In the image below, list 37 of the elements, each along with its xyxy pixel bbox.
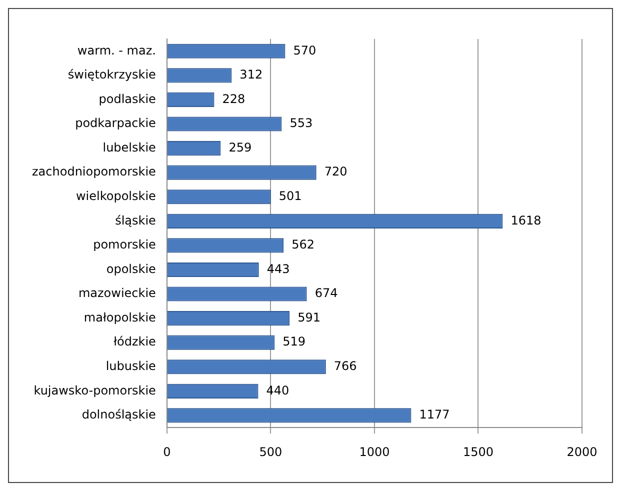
y-tick-label: małopolskie xyxy=(84,310,156,324)
data-label: 553 xyxy=(290,116,313,130)
x-tick-label: 2000 xyxy=(566,444,598,459)
y-tick-label: wielkopolskie xyxy=(76,188,156,203)
data-label: 1618 xyxy=(510,213,542,228)
y-tick-label: mazowieckie xyxy=(78,286,156,300)
x-tick-label: 1500 xyxy=(462,444,494,459)
y-tick-label: podkarpackie xyxy=(75,116,156,130)
y-tick-label: podlaskie xyxy=(98,92,156,106)
y-tick-label: opolskie xyxy=(106,262,156,276)
y-tick-label: śląskie xyxy=(115,213,156,228)
data-label: 562 xyxy=(292,238,314,252)
data-label: 312 xyxy=(240,68,263,82)
y-tick-label: łódzkie xyxy=(114,334,156,349)
data-label: 519 xyxy=(282,334,306,349)
y-tick-label: pomorskie xyxy=(93,238,156,252)
data-label: 591 xyxy=(298,310,320,324)
x-tick-label: 1000 xyxy=(359,444,390,459)
y-tick-label: dolnośląskie xyxy=(82,408,156,422)
data-label: 443 xyxy=(266,262,290,276)
data-label: 720 xyxy=(324,164,348,179)
y-tick-label: świętokrzyskie xyxy=(68,68,156,82)
y-tick-label: lubelskie xyxy=(102,140,156,154)
data-label: 674 xyxy=(314,286,338,300)
data-label: 570 xyxy=(293,43,316,58)
x-tick-label: 500 xyxy=(259,444,282,459)
data-label: 1177 xyxy=(419,408,450,422)
data-label: 259 xyxy=(228,140,252,154)
data-label: 228 xyxy=(222,92,246,106)
data-label: 440 xyxy=(266,383,290,398)
x-tick-label: 0 xyxy=(163,444,171,459)
y-tick-label: warm. - maz. xyxy=(77,43,156,58)
data-label: 766 xyxy=(334,359,357,374)
data-label: 501 xyxy=(278,188,302,203)
y-tick-label: kujawsko-pomorskie xyxy=(34,383,156,398)
y-tick-label: lubuskie xyxy=(106,359,156,374)
y-tick-label: zachodniopomorskie xyxy=(32,164,156,179)
